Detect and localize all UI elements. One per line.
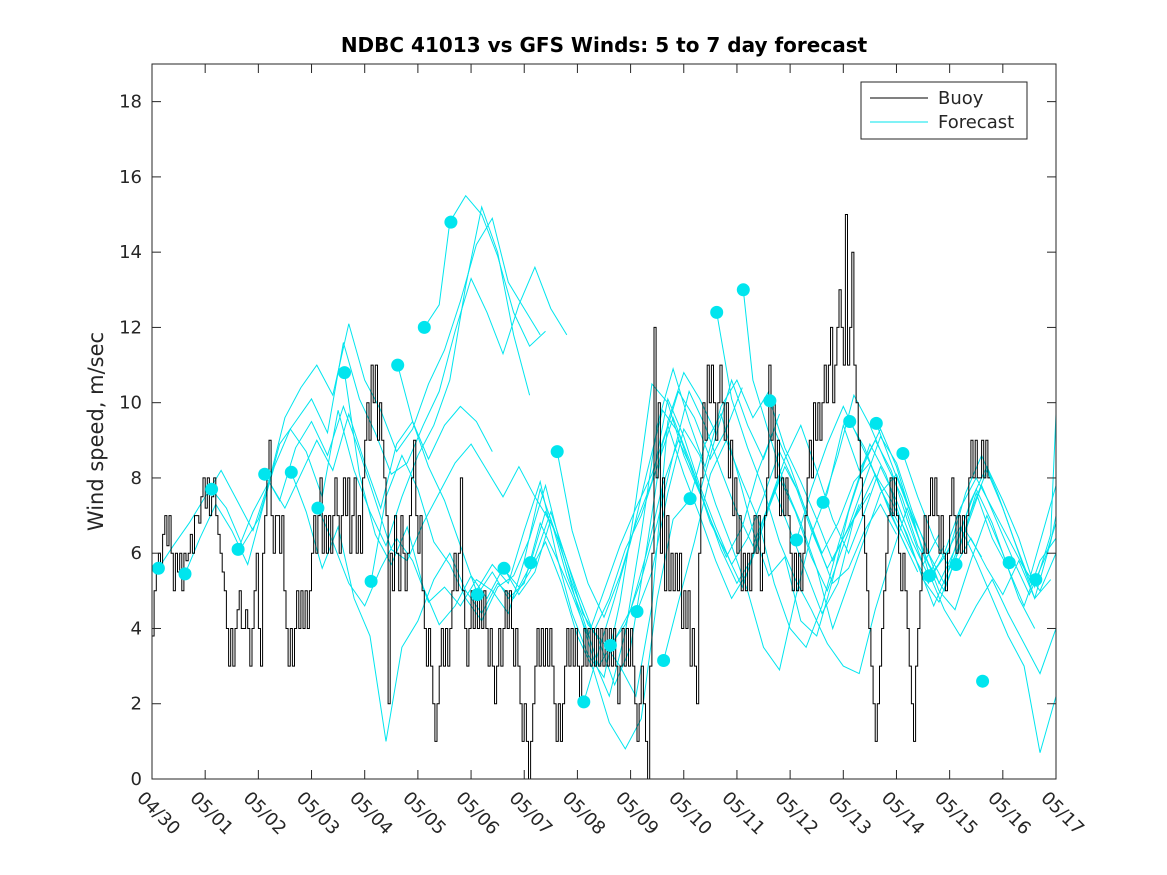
forecast-marker <box>657 654 671 667</box>
chart-title: NDBC 41013 vs GFS Winds: 5 to 7 day fore… <box>341 33 868 57</box>
forecast-marker <box>896 447 910 460</box>
legend-buoy-label: Buoy <box>938 88 984 109</box>
forecast-marker <box>550 445 564 459</box>
forecast-run-line <box>955 537 1052 600</box>
forecast-marker <box>922 569 936 583</box>
forecast-marker <box>152 561 165 575</box>
y-tick-label: 12 <box>119 317 142 338</box>
forecast-marker <box>710 305 724 319</box>
forecast-marker <box>683 492 697 506</box>
forecast-run-line <box>476 423 860 638</box>
y-tick-label: 2 <box>131 694 142 715</box>
forecast-run-line <box>636 423 940 672</box>
y-tick-label: 0 <box>131 769 142 790</box>
forecast-marker <box>869 416 883 430</box>
forecast-marker <box>284 465 298 479</box>
y-axis: 0 2 4 6 8 10 12 14 16 18 <box>119 92 1056 790</box>
y-tick-label: 10 <box>119 393 142 414</box>
forecast-marker <box>497 561 511 575</box>
y-tick-label: 16 <box>119 167 142 188</box>
forecast-marker <box>630 605 644 618</box>
forecast-marker <box>524 556 538 570</box>
forecast-marker <box>444 215 458 229</box>
legend: Buoy Forecast <box>860 81 1028 140</box>
forecast-marker <box>577 695 591 709</box>
forecast-marker <box>311 501 325 515</box>
plot-area <box>152 194 1056 779</box>
forecast-marker <box>338 366 351 380</box>
forecast-run-line <box>157 217 541 569</box>
forecast-run-line <box>716 312 1036 675</box>
forecast-marker <box>603 638 617 652</box>
legend-box <box>860 81 1028 140</box>
forecast-run-line <box>503 438 871 668</box>
forecast-marker <box>1002 556 1016 570</box>
forecast-marker <box>763 394 777 408</box>
forecast-marker <box>736 283 750 297</box>
y-tick-label: 8 <box>131 468 142 489</box>
forecast-run-line <box>556 397 908 619</box>
y-axis-label: Wind speed, m/sec <box>84 332 108 531</box>
forecast-marker <box>205 482 219 496</box>
forecast-run-line <box>423 194 546 348</box>
forecast-marker <box>391 358 405 372</box>
forecast-run-line <box>849 421 1056 592</box>
forecast-marker <box>178 567 192 581</box>
forecast-run-line <box>290 472 690 750</box>
forecast-marker <box>470 588 484 602</box>
y-tick-label: 14 <box>119 242 142 263</box>
forecast-marker <box>816 495 830 509</box>
forecast-markers <box>152 215 1043 709</box>
forecast-marker <box>417 320 431 334</box>
forecast-marker <box>231 542 245 556</box>
y-tick-label: 4 <box>131 618 142 639</box>
forecast-marker <box>949 558 963 571</box>
forecast-run-line <box>875 413 1056 589</box>
legend-forecast-label: Forecast <box>938 112 1014 133</box>
forecast-marker <box>843 415 857 428</box>
forecast-run-line <box>530 416 897 634</box>
forecast-marker <box>790 533 803 547</box>
forecast-marker <box>1029 573 1043 587</box>
forecast-run-line <box>211 205 531 548</box>
forecast-marker <box>976 674 990 688</box>
forecast-run-line <box>742 289 1056 675</box>
buoy-series-line <box>152 214 991 779</box>
forecast-run-line <box>184 265 568 575</box>
forecast-run-line <box>317 371 717 698</box>
forecast-run-line <box>370 367 770 698</box>
forecast-run-line <box>663 439 983 661</box>
forecast-run-line <box>796 405 1056 604</box>
y-tick-label: 6 <box>131 543 142 564</box>
forecast-marker <box>258 467 272 481</box>
forecast-marker <box>364 574 378 588</box>
axes-box <box>151 63 1057 780</box>
y-tick-label: 18 <box>119 92 142 113</box>
buoy-line <box>152 214 991 779</box>
